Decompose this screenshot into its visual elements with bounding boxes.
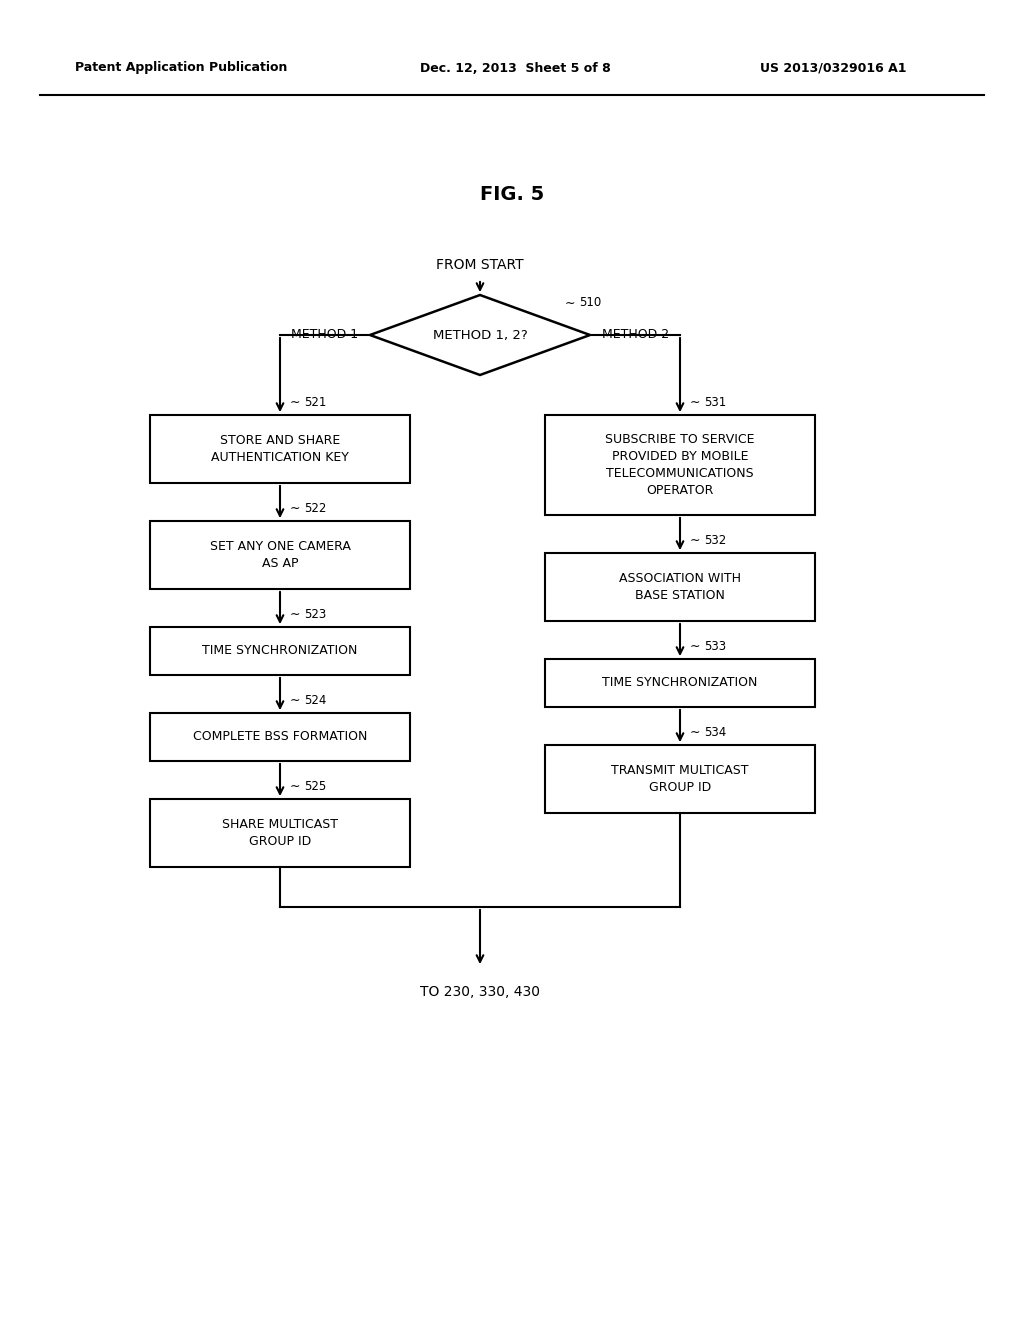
Text: 534: 534 [705,726,726,738]
Text: ∼: ∼ [290,693,300,706]
Text: Patent Application Publication: Patent Application Publication [75,62,288,74]
Text: ∼: ∼ [290,780,300,792]
Text: ∼: ∼ [690,726,700,738]
Text: FIG. 5: FIG. 5 [480,186,544,205]
Text: ASSOCIATION WITH
BASE STATION: ASSOCIATION WITH BASE STATION [618,572,741,602]
Text: 521: 521 [304,396,327,408]
Text: Dec. 12, 2013  Sheet 5 of 8: Dec. 12, 2013 Sheet 5 of 8 [420,62,610,74]
Bar [150,627,410,675]
Bar [545,744,815,813]
Text: ∼: ∼ [290,607,300,620]
Text: 510: 510 [579,297,601,309]
Text: US 2013/0329016 A1: US 2013/0329016 A1 [760,62,906,74]
Text: ∼: ∼ [690,533,700,546]
Text: ∼: ∼ [690,639,700,652]
Text: ∼: ∼ [290,502,300,515]
Text: 531: 531 [705,396,726,408]
Text: TRANSMIT MULTICAST
GROUP ID: TRANSMIT MULTICAST GROUP ID [611,764,749,795]
Bar [545,414,815,515]
Bar [150,521,410,589]
Text: 532: 532 [705,533,726,546]
Text: TIME SYNCHRONIZATION: TIME SYNCHRONIZATION [602,676,758,689]
Bar [150,414,410,483]
Text: METHOD 1: METHOD 1 [291,329,358,342]
Text: COMPLETE BSS FORMATION: COMPLETE BSS FORMATION [193,730,368,743]
Text: 525: 525 [304,780,327,792]
Text: TIME SYNCHRONIZATION: TIME SYNCHRONIZATION [203,644,357,657]
Text: STORE AND SHARE
AUTHENTICATION KEY: STORE AND SHARE AUTHENTICATION KEY [211,434,349,465]
Text: SET ANY ONE CAMERA
AS AP: SET ANY ONE CAMERA AS AP [210,540,350,570]
Text: FROM START: FROM START [436,257,524,272]
Text: 533: 533 [705,639,726,652]
Text: 524: 524 [304,693,327,706]
Bar [150,713,410,762]
Bar [150,799,410,867]
Text: METHOD 1, 2?: METHOD 1, 2? [432,329,527,342]
Text: 523: 523 [304,607,327,620]
Bar [545,659,815,708]
Polygon shape [370,294,590,375]
Text: ∼: ∼ [290,396,300,408]
Text: TO 230, 330, 430: TO 230, 330, 430 [420,985,540,999]
Text: SUBSCRIBE TO SERVICE
PROVIDED BY MOBILE
TELECOMMUNICATIONS
OPERATOR: SUBSCRIBE TO SERVICE PROVIDED BY MOBILE … [605,433,755,498]
Text: 522: 522 [304,502,327,515]
Text: SHARE MULTICAST
GROUP ID: SHARE MULTICAST GROUP ID [222,818,338,847]
Text: ∼: ∼ [690,396,700,408]
Text: METHOD 2: METHOD 2 [602,329,669,342]
Text: ∼: ∼ [565,297,575,309]
Bar [545,553,815,620]
